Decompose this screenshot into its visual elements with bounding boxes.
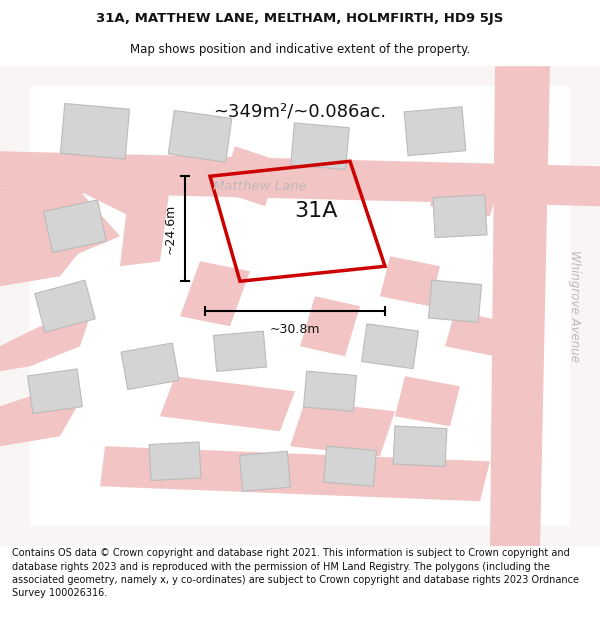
Text: Contains OS data © Crown copyright and database right 2021. This information is : Contains OS data © Crown copyright and d… bbox=[12, 549, 579, 598]
Polygon shape bbox=[220, 146, 280, 206]
Polygon shape bbox=[0, 151, 600, 206]
Polygon shape bbox=[0, 316, 90, 371]
Bar bbox=[35, 280, 95, 332]
Polygon shape bbox=[0, 191, 120, 261]
Polygon shape bbox=[30, 86, 570, 526]
Polygon shape bbox=[490, 66, 550, 546]
Polygon shape bbox=[0, 236, 80, 286]
Bar bbox=[239, 451, 290, 491]
Bar bbox=[404, 107, 466, 156]
Polygon shape bbox=[180, 261, 250, 326]
Polygon shape bbox=[445, 311, 505, 356]
Polygon shape bbox=[300, 296, 360, 356]
Bar bbox=[149, 442, 201, 481]
Text: 31A, MATTHEW LANE, MELTHAM, HOLMFIRTH, HD9 5JS: 31A, MATTHEW LANE, MELTHAM, HOLMFIRTH, H… bbox=[97, 12, 503, 25]
Polygon shape bbox=[160, 376, 295, 431]
Polygon shape bbox=[100, 446, 490, 501]
Bar bbox=[168, 111, 232, 162]
Bar bbox=[214, 331, 266, 371]
Polygon shape bbox=[430, 171, 500, 216]
Bar bbox=[28, 369, 82, 414]
Polygon shape bbox=[80, 166, 150, 216]
Bar bbox=[291, 123, 349, 169]
Bar bbox=[61, 104, 130, 159]
Bar bbox=[428, 280, 482, 322]
Polygon shape bbox=[395, 376, 460, 426]
Bar bbox=[121, 343, 179, 389]
Polygon shape bbox=[290, 401, 395, 456]
Bar bbox=[362, 324, 418, 369]
Polygon shape bbox=[0, 66, 600, 546]
Polygon shape bbox=[0, 396, 80, 446]
Text: Whingrove Avenue: Whingrove Avenue bbox=[569, 250, 581, 362]
Bar bbox=[323, 446, 376, 486]
Text: ~349m²/~0.086ac.: ~349m²/~0.086ac. bbox=[214, 102, 386, 120]
Text: Map shows position and indicative extent of the property.: Map shows position and indicative extent… bbox=[130, 42, 470, 56]
Polygon shape bbox=[380, 256, 440, 306]
Polygon shape bbox=[120, 181, 170, 266]
Bar bbox=[393, 426, 447, 467]
Bar bbox=[44, 200, 106, 252]
Bar bbox=[433, 195, 487, 238]
Bar bbox=[304, 371, 356, 411]
Text: 31A: 31A bbox=[295, 201, 338, 221]
Text: ~24.6m: ~24.6m bbox=[163, 204, 176, 254]
Text: ~30.8m: ~30.8m bbox=[270, 322, 320, 336]
Text: Matthew Lane: Matthew Lane bbox=[213, 180, 307, 192]
